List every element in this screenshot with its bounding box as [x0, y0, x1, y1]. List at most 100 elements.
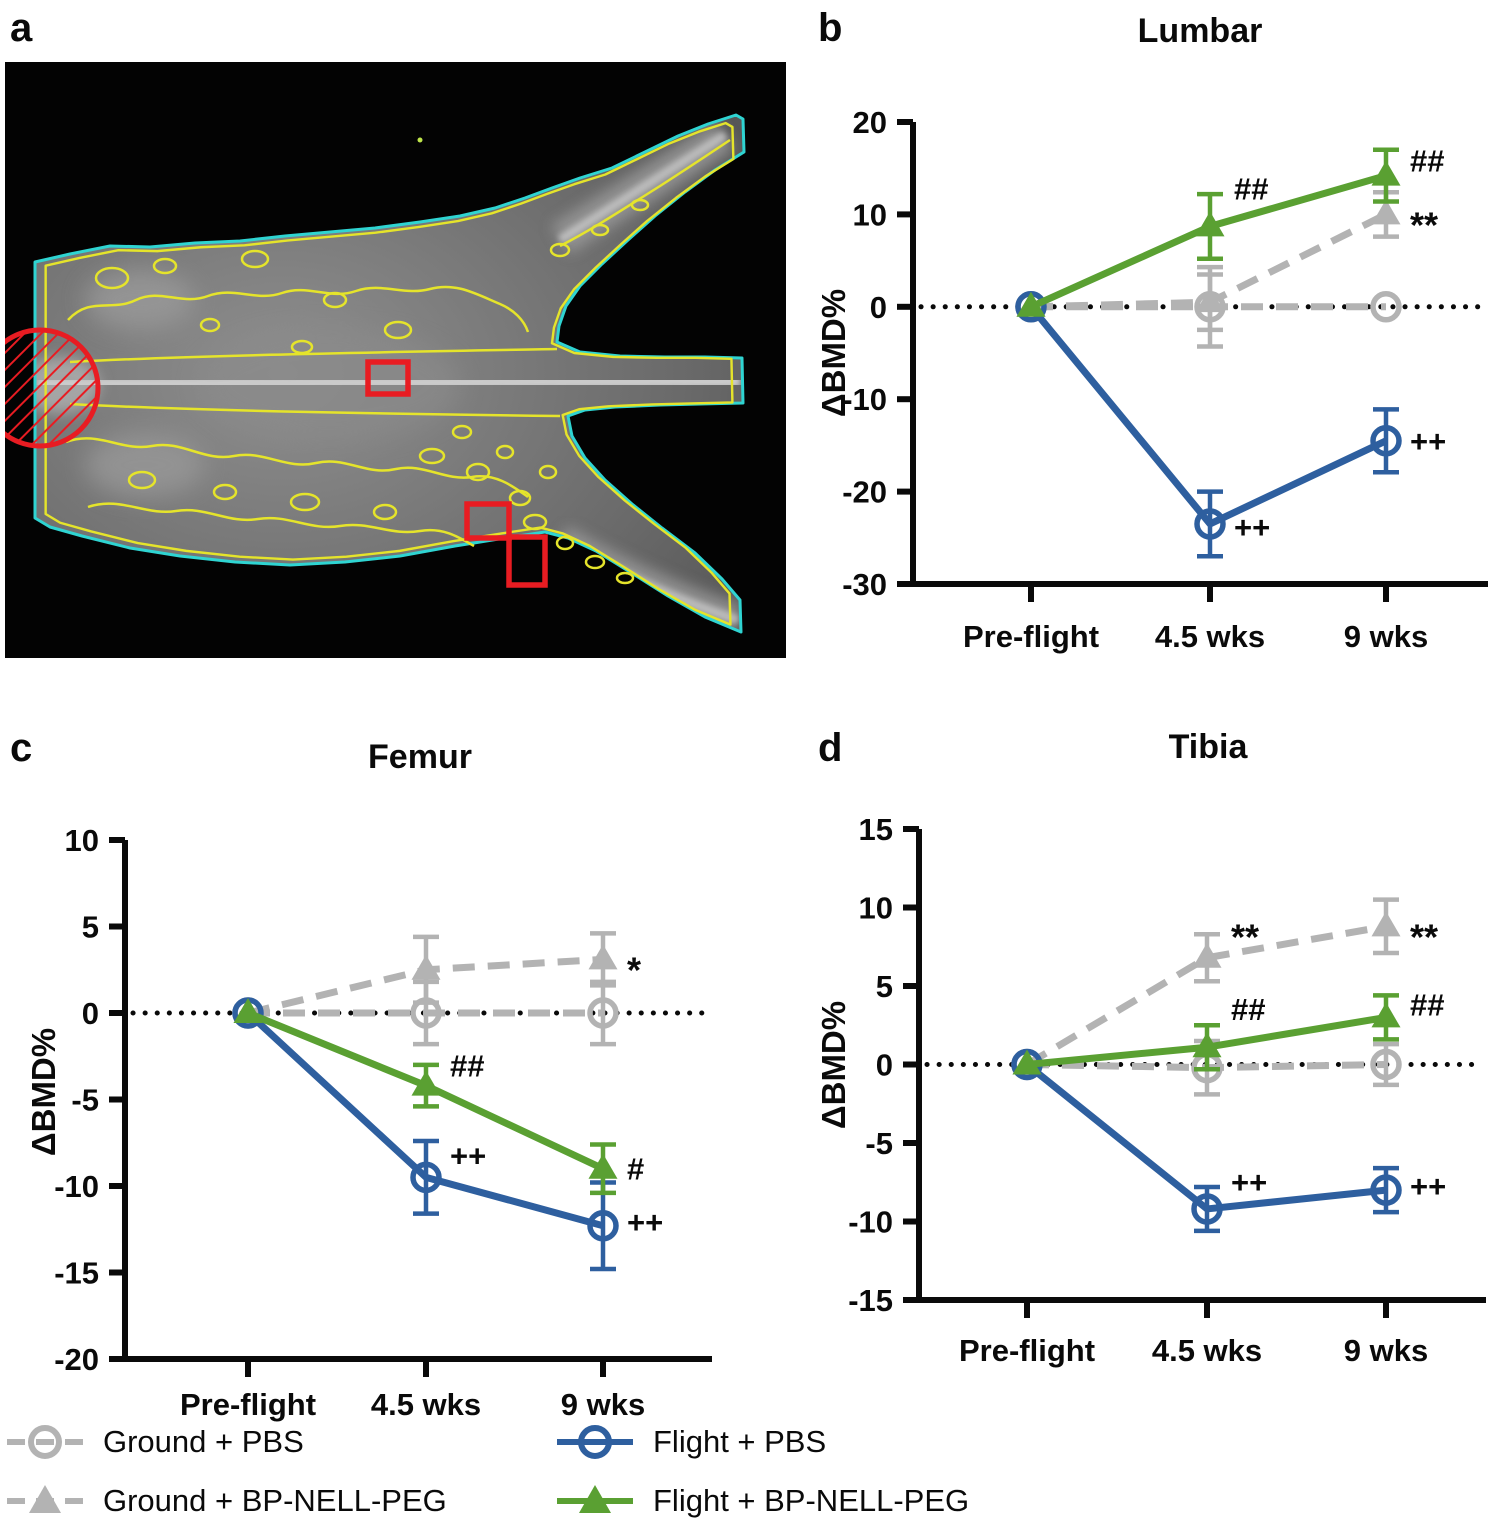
triangle-marker: [1016, 291, 1046, 317]
open-circle-marker: [578, 1425, 612, 1459]
significance-annotation: ##: [1410, 987, 1444, 1022]
legend-item-flight-bp-nell-peg: Flight + BP-NELL-PEG: [555, 1479, 969, 1522]
panel-c-chart: Femur ΔBMD% 10 5 0 -5 -10 -15 -20 Pre-flight 4.5 w…: [25, 738, 712, 1422]
error-bar: [413, 1138, 439, 1216]
significance-annotation: *: [627, 949, 641, 990]
triangle-marker: [1192, 942, 1222, 968]
chart-title: Lumbar: [1138, 12, 1263, 50]
triangle-marker: [588, 1153, 618, 1179]
scan-speck: [417, 137, 423, 143]
excluded-head-region-marker: [5, 327, 101, 449]
open-circle-marker: [1370, 291, 1402, 323]
error-bar: [1197, 489, 1223, 559]
significance-annotation: **: [1410, 916, 1438, 957]
chart-title: Tibia: [1169, 728, 1249, 766]
panel-d-chart: Tibia ΔBMD% 15 10 5 0 -5 -10 -15 Pre-flight 4.5 wk…: [815, 728, 1486, 1368]
series-flight-bp-nell-peg: ## ##: [1016, 144, 1444, 317]
x-tick-label: 4.5 wks: [1152, 1333, 1262, 1368]
series-line: [1025, 922, 1387, 1068]
significance-annotation: **: [1410, 204, 1438, 245]
series-flight-bp-nell-peg: ## ##: [1012, 987, 1444, 1075]
legend-label: Flight + BP-NELL-PEG: [653, 1483, 970, 1518]
legend-item-ground-bp-nell-peg: Ground + BP-NELL-PEG: [5, 1479, 447, 1522]
triangle-marker: [411, 954, 441, 980]
x-tick-label: 4.5 wks: [371, 1387, 481, 1422]
legend-marker-filled-triangle-green: [557, 1485, 633, 1513]
open-circle-marker: [1191, 1193, 1223, 1225]
y-tick-label: 10: [853, 197, 887, 232]
triangle-marker: [233, 998, 263, 1023]
triangle-marker: [1371, 199, 1401, 225]
y-tick-label: -15: [54, 1256, 99, 1291]
dxa-scan-image: [5, 62, 786, 658]
significance-annotation: #: [627, 1152, 644, 1187]
legend-item-ground-pbs: Ground + PBS: [5, 1420, 304, 1464]
legend-label: Ground + BP-NELL-PEG: [103, 1483, 447, 1518]
triangle-marker: [1371, 160, 1401, 186]
x-tick-label: 9 wks: [1344, 619, 1428, 654]
x-tick-label: 9 wks: [1344, 1333, 1428, 1368]
series-flight-pbs: ++ ++: [1015, 291, 1446, 559]
open-circle-marker: [410, 1161, 442, 1194]
open-circle-marker: [410, 997, 442, 1029]
error-bar: [1373, 407, 1399, 475]
y-tick-label: 5: [82, 910, 99, 945]
y-tick-label: -30: [842, 567, 887, 602]
panel-label-b: b: [818, 6, 843, 50]
legend-item-flight-pbs: Flight + PBS: [555, 1420, 826, 1464]
roi-box-tibia: [506, 534, 548, 588]
y-axis-label: ΔBMD%: [815, 289, 852, 417]
panel-b-chart: Lumbar ΔBMD% 20 10 0 -10 -20 -30 Pre-flight 4.5 w…: [815, 12, 1488, 654]
y-tick-label: -15: [848, 1283, 893, 1318]
y-tick-label: -10: [54, 1169, 99, 1204]
legend-marker-open-circle-gray: [7, 1425, 83, 1459]
bone-contours-yellow: [44, 121, 735, 626]
y-tick-label: -5: [71, 1083, 99, 1118]
error-bar: [1197, 264, 1223, 349]
chart-title: Femur: [368, 738, 472, 776]
legend-label: Ground + PBS: [103, 1424, 304, 1459]
y-tick-label: 10: [859, 891, 893, 926]
triangle-marker: [1371, 911, 1401, 937]
series-flight-pbs: ++ ++: [232, 997, 663, 1272]
significance-annotation: ##: [1231, 992, 1265, 1027]
triangle-marker: [1192, 1032, 1222, 1058]
open-circle-marker: [587, 997, 619, 1029]
y-tick-label: 10: [65, 823, 99, 858]
open-circle-marker: [1370, 1048, 1402, 1081]
x-tick-label: 4.5 wks: [1155, 619, 1265, 654]
y-tick-label: 0: [82, 996, 99, 1031]
y-tick-label: 0: [876, 1048, 893, 1083]
panel-label-d: d: [818, 726, 843, 770]
y-tick-label: -10: [842, 382, 887, 417]
y-tick-label: -10: [848, 1205, 893, 1240]
legend-marker-filled-triangle-gray: [7, 1485, 83, 1513]
triangle-marker: [1371, 1002, 1401, 1028]
series-ground-pbs: [1015, 264, 1402, 349]
open-circle-marker: [1194, 508, 1226, 540]
open-circle-marker: [1194, 291, 1226, 323]
series-flight-bp-nell-peg: ###: [233, 998, 644, 1196]
legend-label: Flight + PBS: [653, 1424, 827, 1459]
x-tick-label: Pre-flight: [180, 1387, 316, 1422]
series-ground-bp-nell-peg: ** **: [1012, 897, 1438, 1075]
significance-annotation: ++: [450, 1138, 486, 1173]
y-axis-label: ΔBMD%: [815, 1001, 852, 1129]
error-bar: [590, 979, 616, 1047]
triangle-marker: [588, 944, 618, 970]
significance-annotation: ##: [1410, 144, 1444, 179]
significance-annotation: ++: [1410, 424, 1446, 459]
y-tick-label: 5: [876, 969, 893, 1004]
panel-label-c: c: [10, 726, 33, 770]
x-tick-label: Pre-flight: [963, 619, 1099, 654]
mouse-body: [35, 115, 744, 632]
triangle-marker: [579, 1485, 611, 1513]
triangle-marker: [411, 1070, 441, 1096]
triangle-marker: [29, 1485, 61, 1513]
y-tick-label: -20: [54, 1342, 99, 1377]
significance-annotation: ++: [1410, 1169, 1446, 1204]
roi-box-lumbar: [365, 359, 411, 397]
significance-annotation: ##: [450, 1049, 484, 1084]
significance-annotation: ++: [627, 1205, 663, 1240]
